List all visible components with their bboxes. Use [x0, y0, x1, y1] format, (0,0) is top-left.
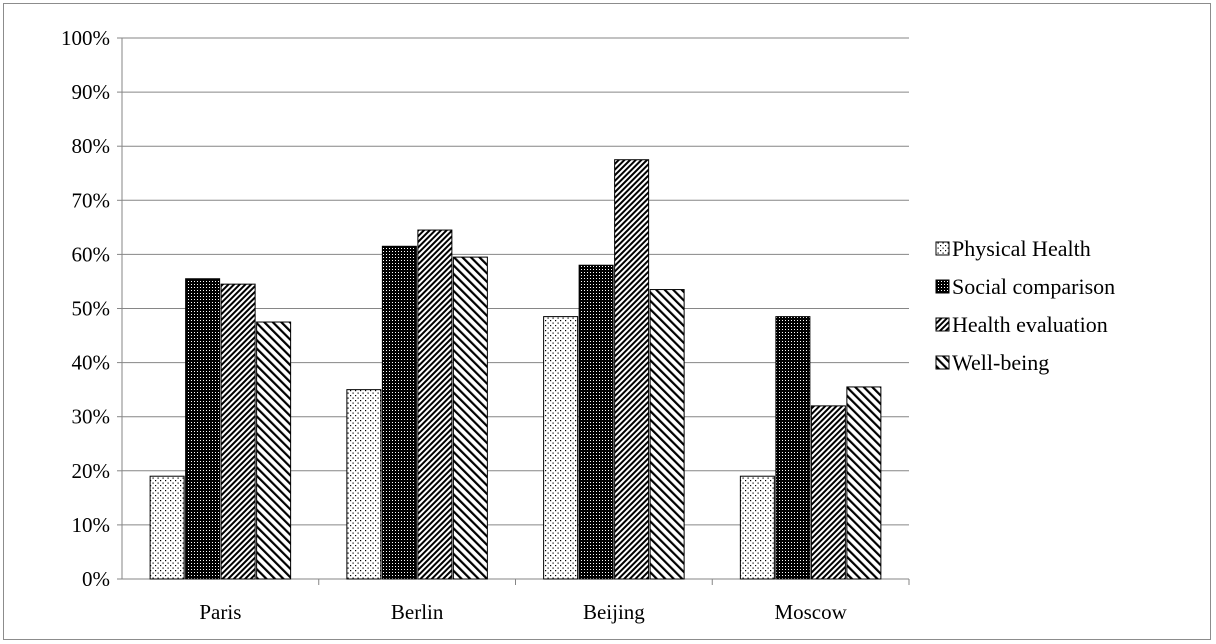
- bar-berlin-1: [381, 245, 417, 580]
- y-tick-label: 20%: [72, 459, 111, 483]
- y-tick-label: 40%: [72, 351, 111, 375]
- y-tick-label: 10%: [72, 513, 111, 537]
- bar-paris-1: [185, 278, 221, 580]
- legend-swatch: [935, 241, 950, 256]
- legend-label: Physical Health: [952, 236, 1091, 261]
- bar-paris-3: [256, 321, 292, 580]
- y-tick-labels: 0% 10% 20% 30% 40% 50% 60% 70% 80% 90% 100%: [61, 26, 110, 591]
- bar-beijing-3: [649, 289, 685, 580]
- y-tick-label: 0%: [82, 567, 110, 591]
- bar-berlin-2: [417, 229, 453, 580]
- y-tick-label: 70%: [72, 188, 111, 212]
- legend-swatch: [935, 355, 950, 370]
- legend-swatch: [935, 279, 950, 294]
- x-tick-label: Beijing: [583, 600, 645, 624]
- y-tick-label: 30%: [72, 405, 111, 429]
- legend-label: Social comparison: [952, 274, 1115, 299]
- bar-berlin-0: [346, 389, 382, 580]
- bar-paris-0: [149, 475, 185, 580]
- bar-berlin-3: [452, 256, 488, 580]
- legend-label: Well-being: [952, 350, 1049, 375]
- bar-paris-2: [220, 283, 256, 580]
- bar-beijing-1: [578, 264, 614, 580]
- legend-label: Health evaluation: [952, 312, 1108, 337]
- y-tick-label: 90%: [72, 80, 111, 104]
- bars: [149, 159, 882, 580]
- x-tick-labels: Paris Berlin Beijing Moscow: [199, 600, 847, 624]
- bar-beijing-2: [614, 159, 650, 580]
- x-tick-label: Paris: [199, 600, 241, 624]
- bar-beijing-0: [543, 316, 579, 580]
- y-tick-label: 50%: [72, 297, 111, 321]
- y-tick-label: 60%: [72, 242, 111, 266]
- bar-moscow-3: [846, 386, 882, 580]
- x-tick-label: Berlin: [391, 600, 444, 624]
- bar-moscow-1: [775, 316, 811, 580]
- bar-moscow-2: [810, 405, 846, 580]
- x-tick-label: Moscow: [774, 600, 847, 624]
- y-tick-label: 100%: [61, 26, 110, 50]
- chart-container: 0% 10% 20% 30% 40% 50% 60% 70% 80% 90% 100% Paris B…: [3, 3, 1211, 640]
- legend: Physical Health Social comparison Health e…: [935, 236, 1115, 375]
- bar-moscow-0: [739, 475, 775, 580]
- y-tick-label: 80%: [72, 134, 111, 158]
- bar-chart: 0% 10% 20% 30% 40% 50% 60% 70% 80% 90% 100% Paris B…: [61, 26, 1115, 624]
- legend-swatch: [935, 317, 950, 332]
